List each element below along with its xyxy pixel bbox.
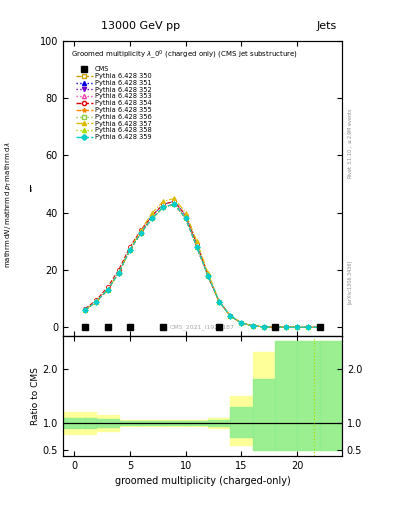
Text: Jets: Jets	[316, 20, 336, 31]
Y-axis label: $\frac{1}{\mathrm{mathrm\,d}N}$: $\frac{1}{\mathrm{mathrm\,d}N}$	[30, 185, 37, 192]
Text: $\mathrm{mathrm\,d}N\,/\,\mathrm{mathrm\,d}\,p_\mathrm{T}\,\mathrm{mathrm\,d}\,\: $\mathrm{mathrm\,d}N\,/\,\mathrm{mathrm\…	[4, 141, 14, 268]
Text: [arXiv:1306.3436]: [arXiv:1306.3436]	[347, 260, 352, 304]
Y-axis label: Ratio to CMS: Ratio to CMS	[31, 367, 40, 425]
Text: 13000 GeV pp: 13000 GeV pp	[101, 20, 180, 31]
Text: CMS_2021_I1920187: CMS_2021_I1920187	[170, 324, 235, 330]
X-axis label: groomed multiplicity (charged-only): groomed multiplicity (charged-only)	[114, 476, 290, 486]
Legend: CMS, Pythia 6.428 350, Pythia 6.428 351, Pythia 6.428 352, Pythia 6.428 353, Pyt: CMS, Pythia 6.428 350, Pythia 6.428 351,…	[75, 65, 152, 142]
Text: Groomed multiplicity $\lambda\_0^0$ (charged only) (CMS jet substructure): Groomed multiplicity $\lambda\_0^0$ (cha…	[71, 48, 298, 61]
Text: Rivet 3.1.10 , $\geq$2.9M events: Rivet 3.1.10 , $\geq$2.9M events	[347, 108, 354, 179]
